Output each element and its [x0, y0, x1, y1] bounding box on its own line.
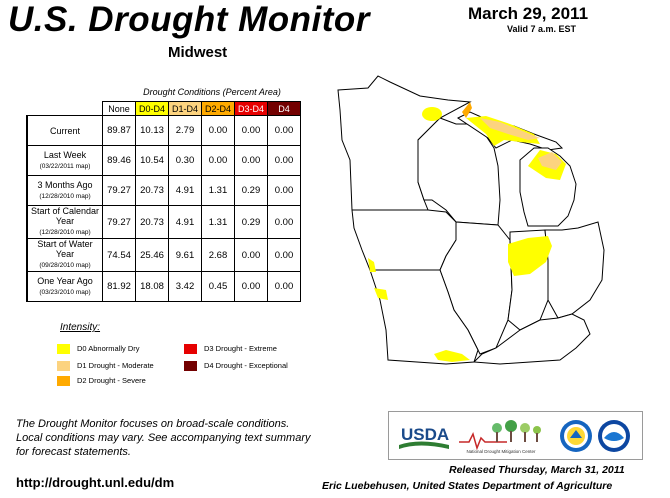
- ndmc-logo-icon: National Drought Mitigation Center: [459, 420, 541, 454]
- table-row: Start of Water Year (09/28/2010 map) 74.54…: [26, 238, 301, 272]
- note-line: for forecast statements.: [16, 446, 131, 458]
- row-label-map-date: (03/22/2011 map): [39, 162, 91, 170]
- table-cell: 1.31: [201, 205, 235, 239]
- table-cell: 0.29: [234, 205, 268, 239]
- row-label-text: 3 Months Ago: [37, 179, 93, 190]
- usda-logo-icon: USDA: [399, 425, 449, 449]
- table-cell: 0.30: [168, 145, 202, 176]
- row-label-map-date: (03/23/2010 map): [39, 288, 91, 296]
- table-cell: 0.00: [234, 271, 268, 302]
- usda-text: USDA: [401, 425, 449, 444]
- valid-time: Valid 7 a.m. EST: [507, 24, 577, 34]
- d1-area-michigan-lp-north: [538, 152, 562, 170]
- d0-area-wisconsin-north: [462, 102, 472, 118]
- table-cell: 0.00: [201, 145, 235, 176]
- table-cell: 2.68: [201, 238, 235, 272]
- ndmc-text: National Drought Mitigation Center: [466, 449, 536, 454]
- legend-label: D3 Drought - Extreme: [204, 344, 277, 353]
- state-kentucky: [472, 313, 591, 365]
- col-d4: D4: [267, 101, 301, 116]
- col-d0-d4: D0-D4: [135, 101, 169, 116]
- legend-title: Intensity:: [60, 322, 101, 333]
- row-label-map-date: (09/28/2010 map): [39, 262, 91, 269]
- row-label-text: Current: [49, 125, 80, 136]
- row-label-text: Last Week: [43, 149, 87, 160]
- d0-area-minnesota-northeast: [422, 107, 442, 121]
- d0-area-missouri-west: [368, 258, 376, 272]
- legend-swatch: [57, 376, 70, 387]
- legend-swatch: [57, 361, 70, 372]
- legend-label: D4 Drought - Exceptional: [204, 361, 288, 370]
- note-line: Local conditions may vary. See accompany…: [16, 432, 311, 444]
- table-cell: 4.91: [168, 205, 202, 239]
- legend-item: D3 Drought - Extreme: [184, 344, 277, 355]
- table-cell: 0.00: [234, 238, 268, 272]
- d0-area-missouri-northeast: [374, 288, 388, 300]
- table-cell: 89.87: [102, 115, 136, 146]
- table-cell: 89.46: [102, 145, 136, 176]
- map-date: March 29, 2011: [468, 4, 589, 23]
- table-cell: 0.00: [267, 145, 301, 176]
- state-iowa: [351, 209, 457, 271]
- row-label-text: Start of Calendar Year: [30, 206, 100, 226]
- release-date: Released Thursday, March 31, 2011: [449, 464, 625, 476]
- row-label: One Year Ago (03/23/2010 map): [26, 271, 103, 302]
- table-cell: 0.00: [267, 238, 301, 272]
- table-cell: 3.42: [168, 271, 202, 302]
- table-cell: 18.08: [135, 271, 169, 302]
- partner-logos: USDA National Drought Mitigation Center: [388, 411, 643, 460]
- legend-swatch: [184, 344, 197, 355]
- legend-swatch: [184, 361, 197, 372]
- state-wisconsin: [417, 117, 501, 226]
- table-cell: 0.00: [267, 271, 301, 302]
- row-label-map-date: (12/28/2010 map): [39, 192, 91, 200]
- col-d1-d4: D1-D4: [168, 101, 202, 116]
- row-label-text: Start of Water Year: [37, 239, 93, 259]
- table-cell: 4.91: [168, 175, 202, 206]
- legend-item: D0 Abnormally Dry: [57, 344, 140, 355]
- note-line: The Drought Monitor focuses on broad-sca…: [16, 418, 290, 430]
- legend-swatch: [57, 344, 70, 355]
- d1-area-michigan-up: [480, 118, 540, 140]
- table-header-row: None D0-D4 D1-D4 D2-D4 D3-D4 D4: [27, 101, 301, 116]
- legend-item: D4 Drought - Exceptional: [184, 361, 288, 372]
- table-row: Last Week (03/22/2011 map) 89.46 10.54 0.30 0…: [26, 145, 301, 176]
- table-row: 3 Months Ago (12/28/2010 map) 79.27 20.73 4.…: [26, 175, 301, 206]
- table-cell: 2.79: [168, 115, 202, 146]
- legend-item: D1 Drought - Moderate: [57, 361, 154, 372]
- d0-area-illinois-indiana: [508, 236, 552, 276]
- row-label-text: One Year Ago: [37, 275, 93, 286]
- commerce-seal-icon: [560, 420, 592, 452]
- row-label-map-date: (12/28/2010 map): [39, 229, 91, 236]
- map-title: U.S. Drought Monitor: [8, 0, 370, 39]
- legend-item: D2 Drought - Severe: [57, 376, 146, 387]
- table-cell: 20.73: [135, 175, 169, 206]
- table-cell: 10.54: [135, 145, 169, 176]
- row-label: Start of Water Year (09/28/2010 map): [26, 238, 103, 272]
- row-label: Start of Calendar Year (12/28/2010 map): [26, 205, 103, 239]
- table-cell: 0.00: [267, 115, 301, 146]
- legend-label: D0 Abnormally Dry: [77, 344, 140, 353]
- state-missouri: [369, 269, 479, 365]
- table-row: Start of Calendar Year (12/28/2010 map) 79…: [26, 205, 301, 239]
- table-caption: Drought Conditions (Percent Area): [143, 87, 281, 97]
- table-row: One Year Ago (03/23/2010 map) 81.92 18.08 3.…: [26, 271, 301, 302]
- d0-area-kentucky-south: [434, 350, 470, 362]
- disclaimer-note: The Drought Monitor focuses on broad-sca…: [16, 417, 366, 459]
- author-credit: Eric Luebehusen, United States Departmen…: [322, 480, 613, 492]
- legend-label: D2 Drought - Severe: [77, 376, 146, 385]
- table-cell: 0.00: [234, 145, 268, 176]
- region-name: Midwest: [168, 44, 228, 61]
- website-url[interactable]: http://drought.unl.edu/dm: [16, 475, 175, 490]
- state-ohio: [544, 221, 605, 319]
- col-none: None: [102, 101, 136, 116]
- table-cell: 0.45: [201, 271, 235, 302]
- noaa-seal-icon: [598, 420, 630, 452]
- table-cell: 81.92: [102, 271, 136, 302]
- drought-stats-table: None D0-D4 D1-D4 D2-D4 D3-D4 D4 Current 8…: [26, 101, 301, 302]
- legend-label: D1 Drought - Moderate: [77, 361, 154, 370]
